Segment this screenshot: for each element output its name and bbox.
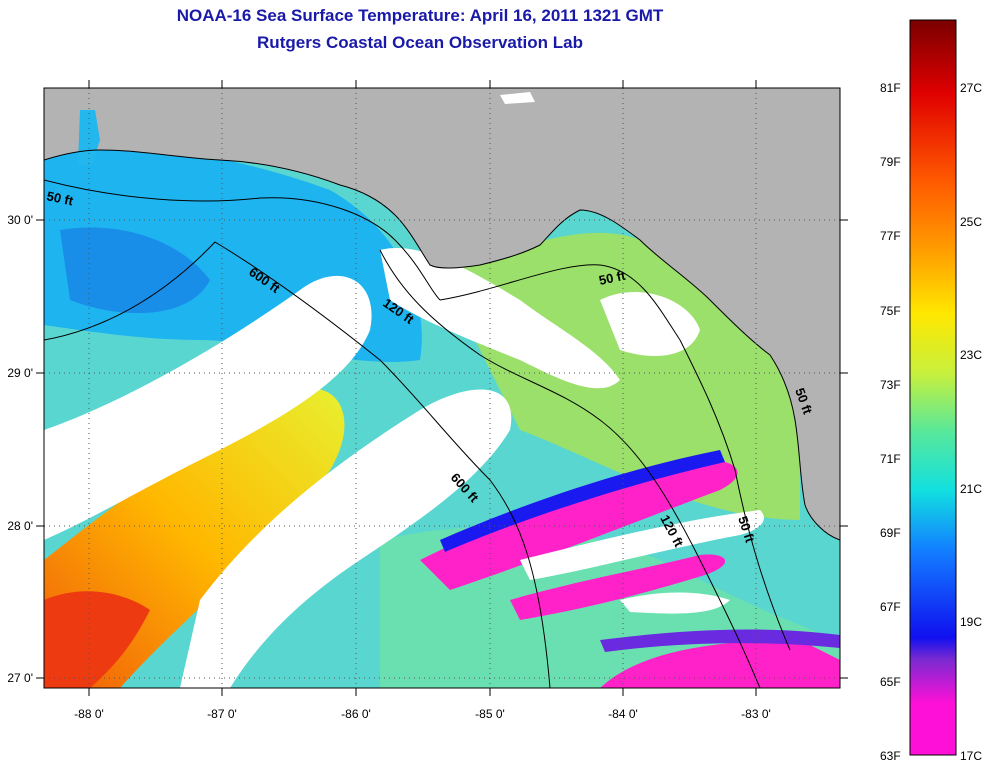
scale-label-f: 79F [880,155,901,169]
contour-label-50ft-east: 50 ft [598,268,628,288]
inland-lake [500,92,535,104]
scale-label-c: 27C [960,81,982,95]
scale-label-f: 77F [880,229,901,243]
cloud-mass-central [180,389,512,688]
lon-label: -85 0' [475,707,505,721]
east-shelf-water [440,232,800,521]
scale-label-c: 25C [960,215,982,229]
contour-50ft-west [44,179,441,301]
warmest-water [44,591,150,688]
scale-label-c: 23C [960,348,982,362]
lat-label: 27 0' [7,671,33,685]
color-scale-bar [909,19,957,756]
land-north [44,88,840,540]
cold-band-3 [600,640,840,688]
lon-label: -88 0' [74,707,104,721]
contour-120ft [379,249,761,688]
lon-label: -84 0' [608,707,638,721]
cloud-streak-southeast [520,510,764,580]
coastline [44,149,840,541]
scale-label-c: 21C [960,482,982,496]
scale-label-f: 71F [880,452,901,466]
cold-core-water [60,227,210,314]
lat-label: 30 0' [7,213,33,227]
lon-label: -83 0' [741,707,771,721]
lat-label: 29 0' [7,366,33,380]
cloud-patch-south [620,592,730,614]
scale-label-c: 17C [960,749,982,763]
axis-ticks [36,80,848,696]
scale-label-f: 81F [880,81,901,95]
title-line-1: NOAA-16 Sea Surface Temperature: April 1… [176,6,664,25]
scale-label-f: 63F [880,749,901,763]
contour-50ft-east [439,264,791,651]
scale-label-f: 65F [880,675,901,689]
scale-label-f: 73F [880,378,901,392]
map-frame [43,87,841,689]
contour-600ft [44,241,551,688]
lat-label: 28 0' [7,519,33,533]
cold-band-1 [420,459,738,590]
contour-label-50ft-west: 50 ft [45,188,75,208]
cloud-mass-west [44,275,372,540]
scale-label-f: 69F [880,526,901,540]
lon-label: -87 0' [207,707,237,721]
scale-label-c: 19C [960,615,982,629]
blue-edge-band [440,450,725,552]
graticule [44,88,840,688]
purple-edge-band [600,629,840,652]
scale-label-f: 67F [880,600,901,614]
cloud-mass-north [380,248,620,389]
title-line-2: Rutgers Coastal Ocean Observation Lab [257,33,583,52]
cold-band-2 [510,554,726,620]
lon-label: -86 0' [341,707,371,721]
scale-label-f: 75F [880,304,901,318]
cloud-mass-east [600,291,700,356]
